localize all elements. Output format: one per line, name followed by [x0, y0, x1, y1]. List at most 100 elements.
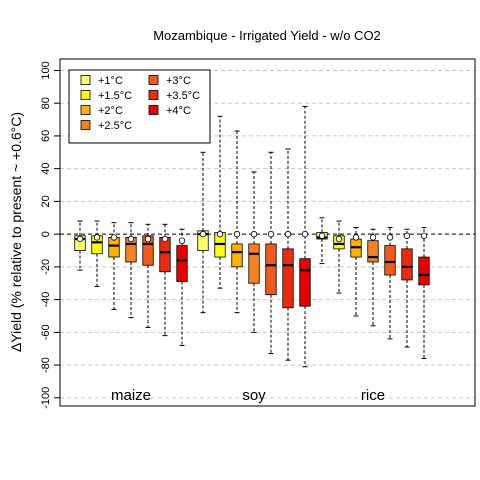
legend-item: +4°C: [148, 105, 191, 117]
box-iqr: [265, 243, 277, 296]
mean-marker: [178, 237, 186, 244]
box-iqr: [159, 237, 171, 273]
mean-marker: [386, 234, 394, 241]
legend-frame: [68, 69, 211, 144]
mean-marker: [144, 235, 152, 243]
box-iqr: [401, 248, 413, 281]
box-rice-7: [418, 227, 430, 360]
legend-item: +1°C: [80, 75, 123, 87]
y-tick-label: 0: [40, 231, 52, 237]
mean-marker: [76, 235, 84, 243]
mean-marker: [318, 232, 326, 239]
mean-marker: [250, 230, 258, 238]
y-axis: -100 -80 -60 -40 -20 0 20 40 60 80 100: [40, 61, 60, 409]
group-labels: maize soy rice: [111, 387, 385, 404]
chart-title: Mozambique - Irrigated Yield - w/o CO2: [153, 28, 381, 43]
y-tick-label: -20: [40, 259, 52, 275]
box-soy-1: [197, 151, 209, 314]
mean-marker: [420, 232, 428, 239]
box-soy-3: [231, 130, 243, 314]
group-maize: [74, 220, 188, 346]
legend-label: +4°C: [166, 105, 191, 117]
legend-item: +3°C: [148, 75, 191, 87]
box-iqr: [176, 245, 188, 283]
mean-marker: [267, 230, 275, 238]
group-rice: [316, 217, 430, 360]
y-tick-label: 80: [40, 97, 52, 109]
box-rice-6: [401, 228, 413, 348]
legend-label: +1°C: [98, 75, 123, 87]
mean-marker: [352, 234, 360, 241]
plot-frame: [59, 58, 476, 407]
mean-marker: [127, 235, 135, 243]
box-layer: [74, 105, 430, 368]
box-iqr: [142, 235, 154, 266]
mean-marker: [335, 235, 343, 243]
legend-label: +1.5°C: [98, 90, 132, 102]
box-iqr: [231, 243, 243, 268]
group-label-rice: rice: [361, 387, 385, 404]
legend: +1°C +1.5°C +2°C +2.5°C +3°C +3.5°C +4°C: [68, 69, 211, 144]
legend-swatch: [80, 75, 91, 85]
y-tick-label: 20: [40, 195, 52, 207]
legend-label: +3°C: [166, 75, 191, 87]
mean-marker: [284, 230, 292, 238]
y-tick-label: -80: [40, 357, 52, 373]
box-maize-5: [142, 223, 154, 328]
box-maize-3: [108, 222, 120, 310]
legend-label: +2.5°C: [98, 120, 132, 132]
box-maize-7: [176, 228, 188, 346]
legend-swatch: [148, 105, 159, 115]
mean-marker: [233, 230, 241, 238]
legend-label: +3.5°C: [166, 90, 200, 102]
mean-marker: [216, 230, 224, 238]
legend-swatch: [148, 90, 159, 100]
box-iqr: [74, 235, 86, 251]
y-tick-label: 40: [40, 163, 52, 175]
box-rice-1: [316, 217, 328, 265]
box-iqr: [197, 230, 209, 251]
mean-marker: [301, 230, 309, 238]
box-rice-2: [333, 220, 345, 294]
box-soy-2: [214, 115, 226, 289]
y-tick-label: -100: [40, 387, 52, 409]
box-iqr: [282, 248, 294, 309]
box-maize-1: [74, 220, 86, 271]
group-label-soy: soy: [242, 387, 266, 404]
y-tick-label: -40: [40, 292, 52, 308]
legend-swatch: [80, 90, 91, 100]
box-soy-4: [248, 171, 260, 333]
mean-marker: [110, 234, 118, 241]
mean-marker: [161, 235, 169, 243]
legend-item: +2°C: [80, 105, 123, 117]
box-soy-6: [282, 148, 294, 361]
box-soy-7: [299, 105, 311, 368]
legend-swatch: [80, 120, 91, 130]
mean-marker: [403, 232, 411, 239]
mean-marker: [369, 234, 377, 241]
legend-item: +1.5°C: [80, 90, 132, 102]
group-label-maize: maize: [111, 387, 151, 404]
box-iqr: [367, 240, 379, 263]
legend-swatch: [80, 105, 91, 115]
box-maize-6: [159, 223, 171, 337]
mean-marker: [93, 234, 101, 241]
legend-item: +3.5°C: [148, 90, 200, 102]
legend-item: +2.5°C: [80, 120, 132, 132]
box-rice-4: [367, 228, 379, 327]
box-iqr: [418, 256, 430, 286]
y-axis-label: ΔYield (% relative to present ~ +0.6°C): [8, 112, 24, 352]
mean-marker: [199, 230, 207, 238]
box-rice-3: [350, 227, 362, 317]
y-tick-label: 60: [40, 130, 52, 142]
box-iqr: [299, 258, 311, 307]
box-soy-5: [265, 151, 277, 355]
box-iqr: [384, 245, 396, 276]
box-rice-5: [384, 227, 396, 340]
legend-swatch: [148, 75, 159, 85]
box-maize-2: [91, 220, 103, 288]
box-maize-4: [125, 222, 137, 319]
box-iqr: [333, 235, 345, 250]
box-iqr: [248, 243, 260, 284]
y-tick-label: -60: [40, 324, 52, 340]
